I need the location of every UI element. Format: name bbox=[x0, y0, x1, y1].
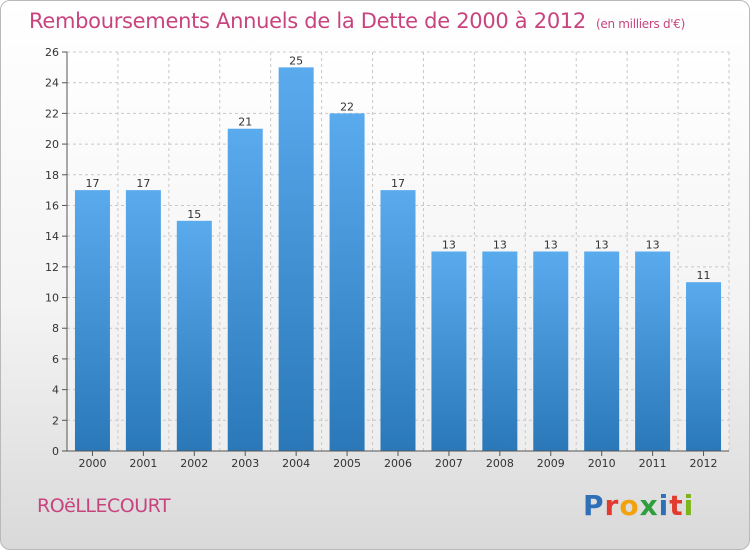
logo-letter: r bbox=[604, 489, 620, 522]
logo-letter: t bbox=[669, 489, 684, 522]
bar-value-label: 21 bbox=[238, 116, 252, 129]
x-tick-label: 2008 bbox=[486, 457, 514, 470]
bars: 17 17 15 21 25 22 17 13 13 13 13 13 11 bbox=[74, 54, 722, 451]
x-tick-label: 2005 bbox=[333, 457, 361, 470]
x-tick-label: 2003 bbox=[231, 457, 259, 470]
y-tick-label: 20 bbox=[45, 138, 59, 151]
y-tick-label: 10 bbox=[45, 292, 59, 305]
bar bbox=[686, 282, 722, 451]
bar bbox=[482, 251, 518, 451]
x-tick-label: 2012 bbox=[690, 457, 718, 470]
bar-value-label: 17 bbox=[136, 177, 150, 190]
bar bbox=[278, 67, 314, 451]
bar bbox=[431, 251, 467, 451]
y-tick-label: 22 bbox=[45, 107, 59, 120]
bar-value-label: 11 bbox=[697, 269, 711, 282]
x-tick-label: 2002 bbox=[180, 457, 208, 470]
y-tick-label: 0 bbox=[52, 445, 59, 458]
x-tick-label: 2001 bbox=[129, 457, 157, 470]
bar bbox=[74, 190, 110, 451]
y-tick-label: 12 bbox=[45, 261, 59, 274]
bar-value-label: 22 bbox=[340, 100, 354, 113]
bar bbox=[584, 251, 620, 451]
x-tick-label: 2011 bbox=[639, 457, 667, 470]
bar bbox=[176, 220, 212, 451]
chart-title: Remboursements Annuels de la Dette de 20… bbox=[29, 9, 685, 33]
x-tick-label: 2009 bbox=[537, 457, 565, 470]
bar bbox=[380, 190, 416, 451]
y-tick-label: 16 bbox=[45, 199, 59, 212]
logo-letter: i bbox=[658, 489, 670, 522]
commune-name: ROëLLECOURT bbox=[37, 495, 171, 517]
x-tick-label: 2006 bbox=[384, 457, 412, 470]
bar bbox=[125, 190, 161, 451]
bar-value-label: 13 bbox=[544, 239, 558, 252]
logo-letter: P bbox=[583, 489, 605, 522]
y-tick-label: 8 bbox=[52, 322, 59, 335]
x-tick-label: 2004 bbox=[282, 457, 310, 470]
x-tick-label: 2010 bbox=[588, 457, 616, 470]
y-tick-label: 26 bbox=[45, 46, 59, 59]
logo-letter: o bbox=[619, 489, 640, 522]
bar-value-label: 13 bbox=[595, 239, 609, 252]
y-tick-label: 24 bbox=[45, 77, 59, 90]
bar-value-label: 13 bbox=[442, 239, 456, 252]
bar-value-label: 17 bbox=[85, 177, 99, 190]
bar bbox=[635, 251, 671, 451]
bar-value-label: 13 bbox=[493, 239, 507, 252]
chart-unit: (en milliers d'€) bbox=[596, 17, 686, 31]
x-tick-label: 2000 bbox=[78, 457, 106, 470]
logo-letter: x bbox=[639, 489, 659, 522]
bar bbox=[227, 128, 263, 451]
proxiti-logo: Proxiti bbox=[583, 489, 694, 522]
y-tick-label: 2 bbox=[52, 414, 59, 427]
bar-value-label: 15 bbox=[187, 208, 201, 221]
x-tick-label: 2007 bbox=[435, 457, 463, 470]
y-tick-label: 18 bbox=[45, 169, 59, 182]
logo-letter: i bbox=[683, 489, 695, 522]
y-tick-label: 4 bbox=[52, 384, 59, 397]
bar-value-label: 13 bbox=[646, 239, 660, 252]
bar-value-label: 17 bbox=[391, 177, 405, 190]
bar bbox=[329, 113, 365, 451]
bar bbox=[533, 251, 569, 451]
chart-title-text: Remboursements Annuels de la Dette de 20… bbox=[29, 9, 586, 33]
bar-value-label: 25 bbox=[289, 54, 303, 67]
y-tick-label: 14 bbox=[45, 230, 59, 243]
y-tick-label: 6 bbox=[52, 353, 59, 366]
